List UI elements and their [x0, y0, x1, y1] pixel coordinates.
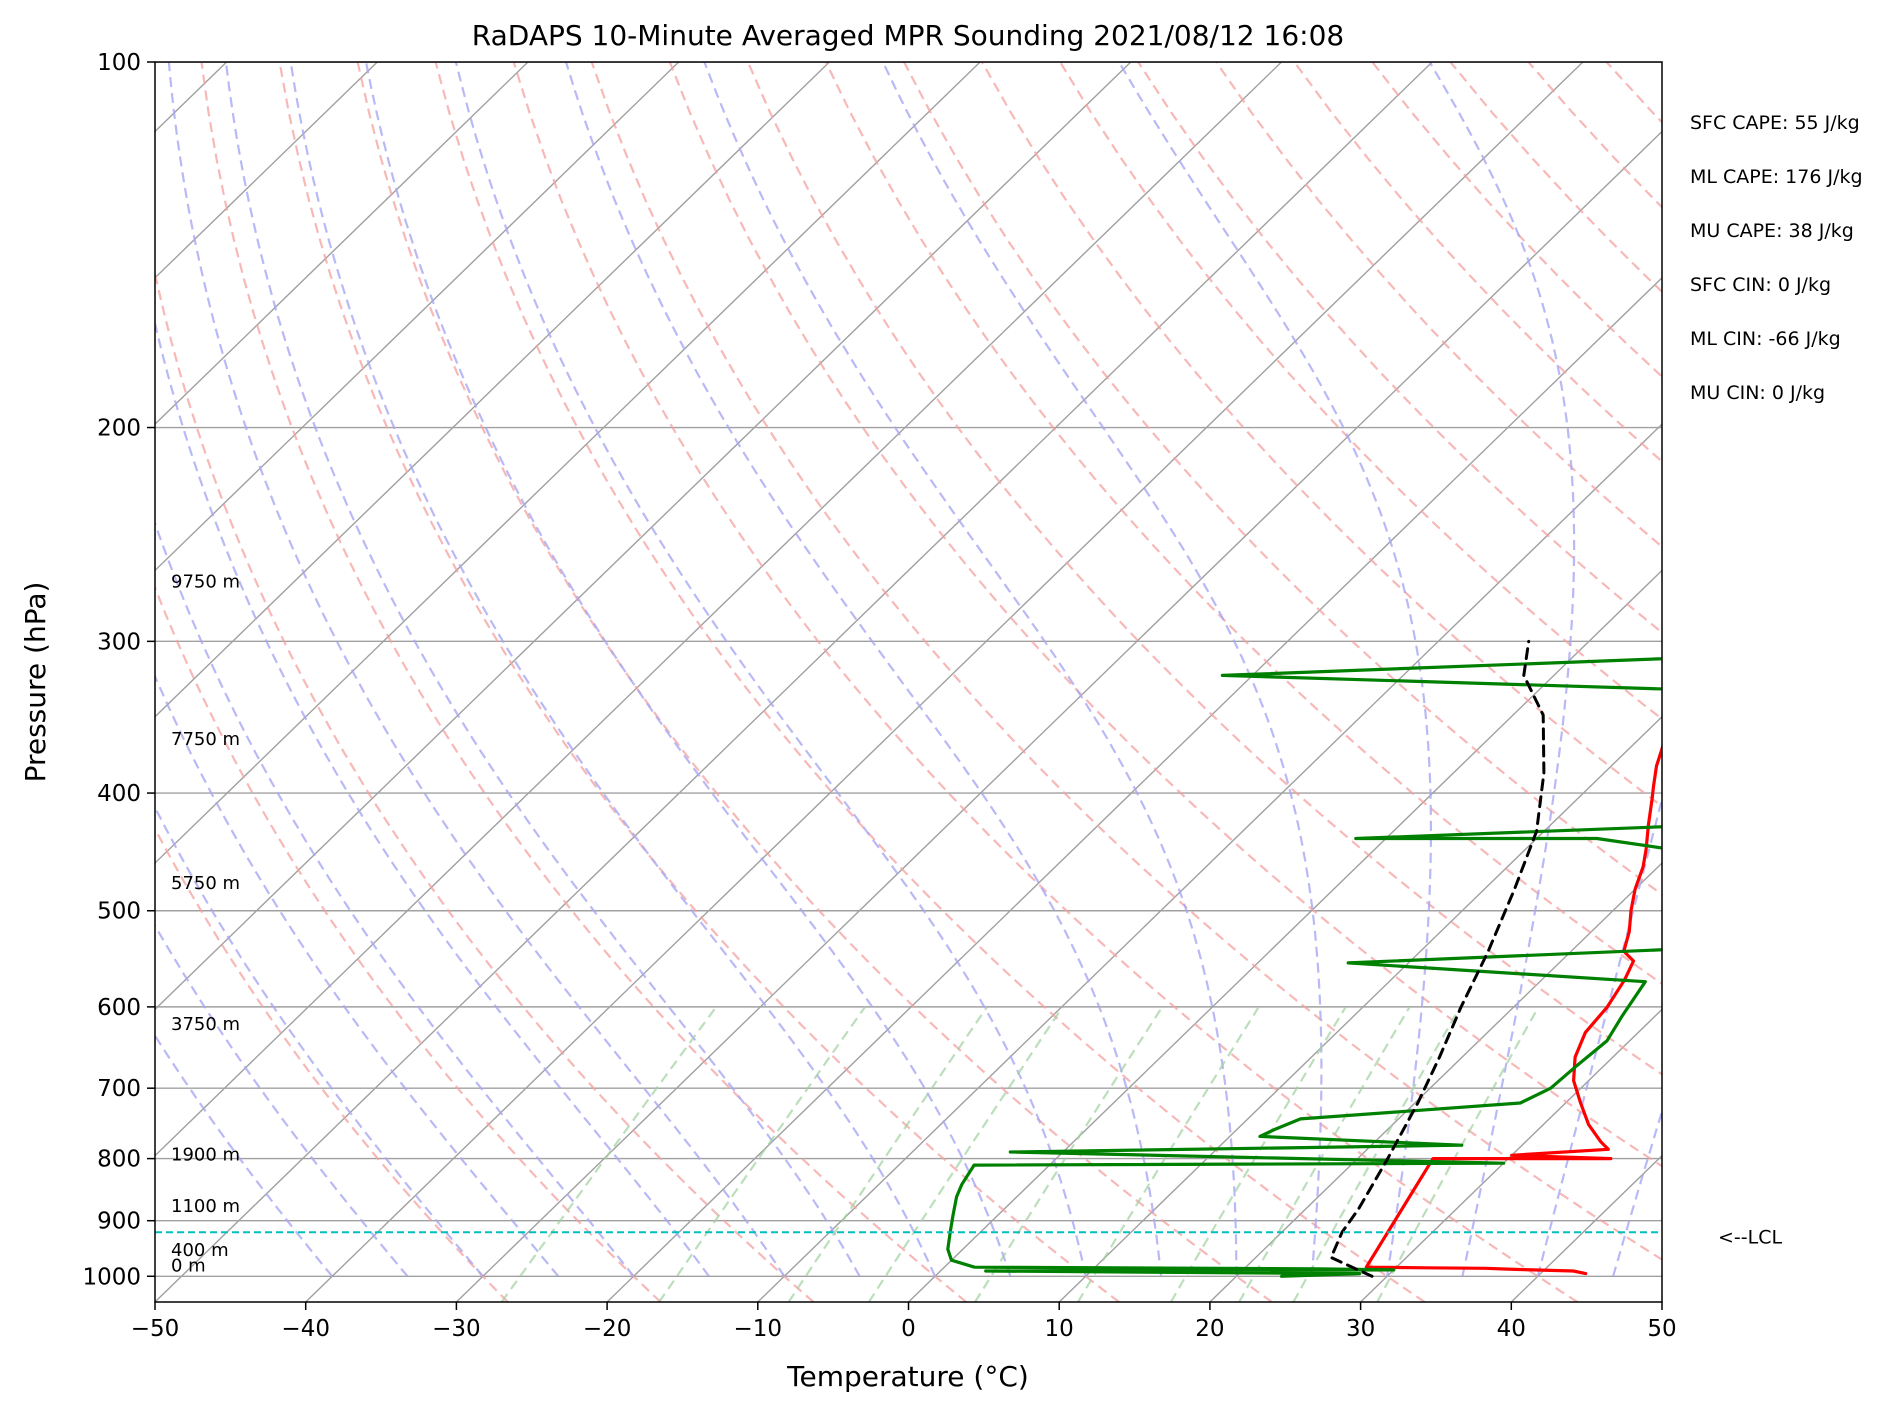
mixing-ratio-line [1376, 1006, 1540, 1302]
x-tick-label: 20 [1195, 1316, 1224, 1342]
lcl-label: <--LCL [1718, 1226, 1782, 1248]
isotherm-line [1058, 715, 1662, 1302]
x-axis-label: Temperature (°C) [786, 1360, 1029, 1393]
y-tick-label: 900 [97, 1209, 141, 1235]
x-tick-label: 0 [901, 1316, 916, 1342]
moist-adiabat [289, 62, 937, 1277]
y-tick-label: 400 [97, 781, 141, 807]
x-tick-label: −20 [583, 1316, 632, 1342]
lcl-annotation: <--LCL [1718, 1226, 1782, 1248]
altitude-label: 7750 m [171, 729, 240, 750]
x-tick-label: −50 [131, 1316, 180, 1342]
mixing-ratio-line [1077, 1006, 1260, 1302]
y-tick-label: 100 [97, 50, 141, 76]
isotherm-line [908, 569, 1662, 1302]
x-tick-label: 10 [1045, 1316, 1074, 1342]
x-tick-label: −40 [281, 1316, 330, 1342]
index-label: MU CAPE: 38 J/kg [1690, 220, 1854, 242]
y-axis-label: Pressure (hPa) [19, 582, 52, 783]
y-tick-label: 300 [97, 629, 141, 655]
moist-adiabat [1536, 794, 1662, 1277]
index-label: SFC CAPE: 55 J/kg [1690, 112, 1860, 134]
background-lines [155, 62, 1662, 1302]
altitude-label: 9750 m [171, 572, 240, 593]
isotherm-line [155, 62, 1132, 1011]
y-tick-label: 500 [97, 899, 141, 925]
x-tick-label: −30 [432, 1316, 481, 1342]
x-tick-label: −10 [734, 1316, 783, 1342]
mixing-ratio-line [974, 1006, 1164, 1302]
isotherm-line [155, 62, 529, 426]
altitude-label: 400 m [171, 1240, 229, 1261]
dewpoint-profile [946, 657, 1662, 1278]
isotherm-line [1360, 1008, 1662, 1302]
dry-adiabat [434, 62, 1426, 1302]
altitude-label: 1900 m [171, 1145, 240, 1166]
moist-adiabat [167, 62, 786, 1277]
moist-adiabat [564, 62, 1163, 1277]
parcel-profile [1329, 639, 1546, 1278]
dry-adiabat [155, 826, 509, 1302]
y-tick-label: 700 [97, 1076, 141, 1102]
stability-indices: SFC CAPE: 55 J/kg ML CAPE: 176 J/kg MU CAP… [1690, 112, 1863, 404]
moist-adiabat [224, 62, 861, 1277]
moist-adiabat [364, 62, 1012, 1277]
altitude-label: 3750 m [171, 1014, 240, 1035]
dry-adiabat [668, 62, 1662, 1168]
x-tick-label: 50 [1647, 1316, 1676, 1342]
moist-adiabat [155, 520, 635, 1277]
isotherm-line [155, 62, 830, 718]
isotherm-line [155, 62, 1433, 1302]
dry-adiabat [590, 62, 1662, 1261]
dry-adiabat [512, 62, 1579, 1302]
mixing-ratio-line [1238, 1006, 1411, 1302]
index-label: ML CAPE: 176 J/kg [1690, 166, 1863, 188]
moist-adiabat [454, 62, 1087, 1277]
dry-adiabat [824, 62, 1662, 986]
altitude-label: 5750 m [171, 873, 240, 894]
dry-adiabat [356, 62, 1273, 1302]
y-tick-label: 800 [97, 1147, 141, 1173]
dry-adiabat [200, 62, 967, 1302]
moist-adiabat [703, 62, 1238, 1277]
moist-adiabat [1612, 1107, 1662, 1277]
moist-adiabat [881, 62, 1323, 1277]
altitude-label: 0 m [171, 1256, 206, 1277]
mixing-ratio-line [867, 1006, 1064, 1302]
mixing-ratio-line [500, 1006, 718, 1302]
axis-ticks: −50 −40 −30 −20 −10 0 10 20 30 40 50 100 200 300 400 50… [82, 50, 1676, 1342]
y-tick-label: 200 [97, 416, 141, 442]
moist-adiabat [1428, 62, 1576, 1277]
moist-adiabat [1118, 62, 1432, 1277]
mixing-ratio-line [1169, 1006, 1347, 1302]
isotherm-line [455, 130, 1662, 1302]
chart-title: RaDAPS 10-Minute Averaged MPR Sounding 2… [472, 19, 1344, 52]
moist-adiabat [155, 923, 409, 1278]
index-label: ML CIN: -66 J/kg [1690, 328, 1841, 350]
moist-adiabat [155, 318, 710, 1277]
isotherm-line [155, 62, 680, 572]
altitude-label: 1100 m [171, 1196, 240, 1217]
dry-adiabat [746, 62, 1662, 1076]
y-tick-label: 1000 [82, 1264, 141, 1290]
isotherm-line [305, 62, 1584, 1302]
series-layer [155, 639, 1662, 1278]
x-tick-label: 40 [1497, 1316, 1526, 1342]
dry-adiabat [981, 62, 1662, 808]
isotherm-line [155, 62, 981, 865]
x-tick-label: 30 [1346, 1316, 1375, 1342]
isotherm-line [606, 276, 1662, 1302]
isotherm-line [155, 62, 1282, 1157]
dry-adiabat [1137, 62, 1662, 634]
isotherm-line [155, 62, 378, 279]
index-label: SFC CIN: 0 J/kg [1690, 274, 1831, 296]
mixing-ratio-line [1292, 1006, 1462, 1302]
mixing-ratio-line [787, 1006, 989, 1302]
index-label: MU CIN: 0 J/kg [1690, 382, 1825, 404]
y-tick-label: 600 [97, 995, 141, 1021]
